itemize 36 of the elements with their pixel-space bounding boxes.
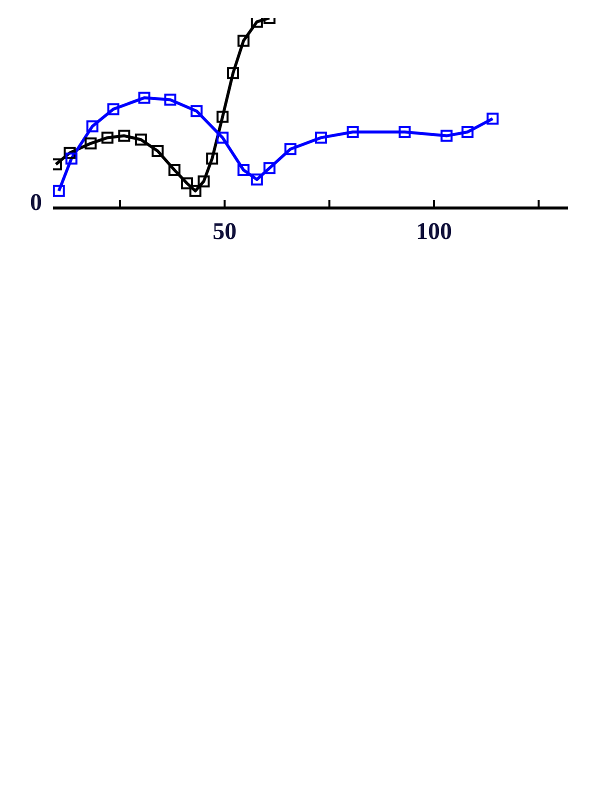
point xyxy=(138,92,150,104)
point xyxy=(107,103,120,116)
point xyxy=(180,177,193,190)
point xyxy=(152,145,164,157)
point xyxy=(284,143,296,156)
x-tick-label: 50 xyxy=(212,219,237,246)
point xyxy=(206,152,218,165)
point xyxy=(486,112,499,125)
point xyxy=(250,18,263,28)
point xyxy=(398,126,411,138)
point xyxy=(250,174,263,186)
point xyxy=(164,94,176,106)
point xyxy=(314,132,327,144)
point xyxy=(227,67,240,80)
point xyxy=(168,164,180,176)
point xyxy=(462,126,474,138)
point xyxy=(238,34,250,47)
point xyxy=(263,162,276,174)
text: 0 xyxy=(30,190,42,217)
point xyxy=(86,120,98,132)
point xyxy=(118,130,130,142)
x-tick-label: 100 xyxy=(416,219,452,246)
point xyxy=(101,132,114,144)
point xyxy=(64,146,76,159)
point xyxy=(346,126,359,138)
point xyxy=(189,184,202,197)
point xyxy=(53,184,65,197)
point xyxy=(216,110,229,123)
point xyxy=(65,152,78,165)
point xyxy=(216,132,229,144)
point xyxy=(440,130,453,142)
point xyxy=(190,105,203,118)
point xyxy=(84,137,97,150)
point xyxy=(134,134,147,146)
point xyxy=(238,164,250,176)
point xyxy=(198,175,210,188)
